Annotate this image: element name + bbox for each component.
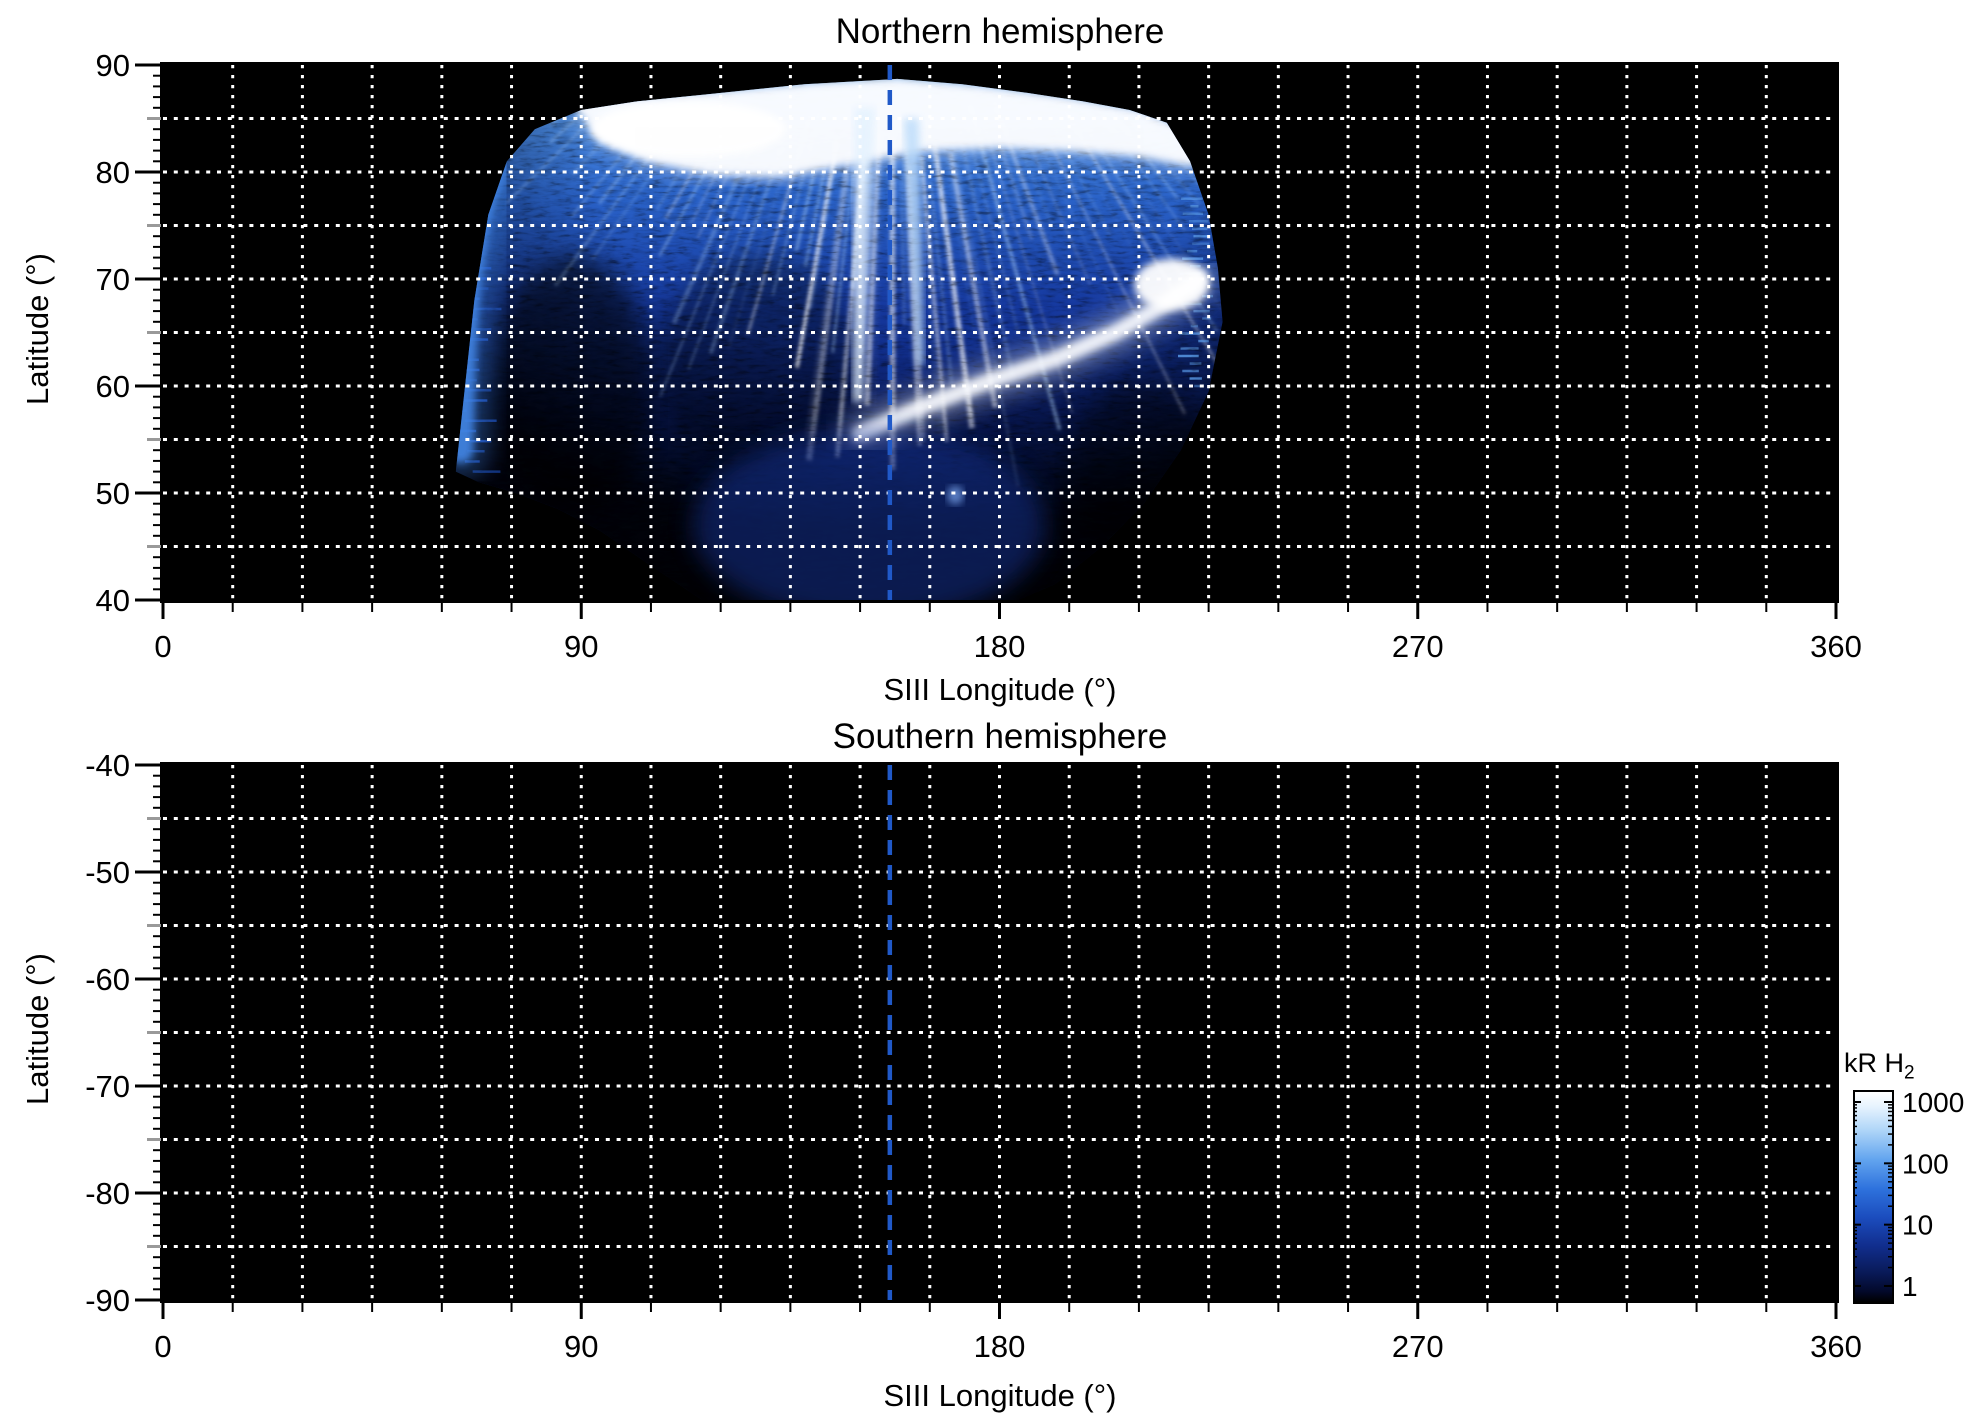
colorbar-tick-label: 1000 xyxy=(1902,1087,1964,1118)
y-tick-label: 50 xyxy=(96,476,130,511)
central-ray-2 xyxy=(903,118,924,365)
y-tick-label: -60 xyxy=(85,962,130,997)
y-tick-label: -90 xyxy=(85,1283,130,1318)
y-tick-label: 40 xyxy=(96,583,130,618)
grid-group xyxy=(163,765,1836,1300)
north-x-axis-label: SIII Longitude (°) xyxy=(883,672,1117,707)
x-tick-label: 360 xyxy=(1810,1329,1862,1364)
south-x-axis-label: SIII Longitude (°) xyxy=(883,1378,1117,1413)
south-gridlines xyxy=(163,765,1836,1300)
grid-group xyxy=(163,65,1836,600)
colorbar-label: kR H2 xyxy=(1844,1048,1915,1084)
y-tick-label: -70 xyxy=(85,1069,130,1104)
x-tick-label: 270 xyxy=(1392,629,1444,664)
x-tick-label: 90 xyxy=(564,629,598,664)
x-tick-label: 0 xyxy=(154,629,171,664)
x-tick-label: 90 xyxy=(564,1329,598,1364)
x-tick-label: 360 xyxy=(1810,629,1862,664)
north-panel-title: Northern hemisphere xyxy=(835,12,1165,51)
y-tick-label: -50 xyxy=(85,855,130,890)
north-y-axis-label: Latitude (°) xyxy=(20,253,55,405)
colorbar-tick-label: 1 xyxy=(1902,1271,1918,1302)
central-ray-1 xyxy=(853,107,875,403)
colorbar-tick-label: 10 xyxy=(1902,1210,1933,1241)
south-y-axis-label: Latitude (°) xyxy=(20,953,55,1105)
colorbar-tick-label: 100 xyxy=(1902,1148,1949,1179)
x-tick-label: 0 xyxy=(154,1329,171,1364)
south-panel-title: Southern hemisphere xyxy=(832,717,1168,756)
south-plot-area xyxy=(160,762,1839,1303)
y-tick-label: 60 xyxy=(96,369,130,404)
y-tick-label: 90 xyxy=(96,48,130,83)
left-bright-patch xyxy=(590,101,786,158)
y-tick-label: 80 xyxy=(96,155,130,190)
north-gridlines xyxy=(163,65,1836,600)
x-tick-label: 180 xyxy=(974,1329,1026,1364)
y-tick-label: -80 xyxy=(85,1176,130,1211)
north-plot-area xyxy=(160,62,1839,603)
diffuse-low-lat-emission xyxy=(692,428,1046,600)
x-tick-label: 270 xyxy=(1392,1329,1444,1364)
y-tick-label: 70 xyxy=(96,262,130,297)
arc-terminal-patch xyxy=(1134,258,1209,311)
y-tick-label: -40 xyxy=(85,748,130,783)
colorbar xyxy=(1853,1090,1894,1304)
x-tick-label: 180 xyxy=(974,629,1026,664)
